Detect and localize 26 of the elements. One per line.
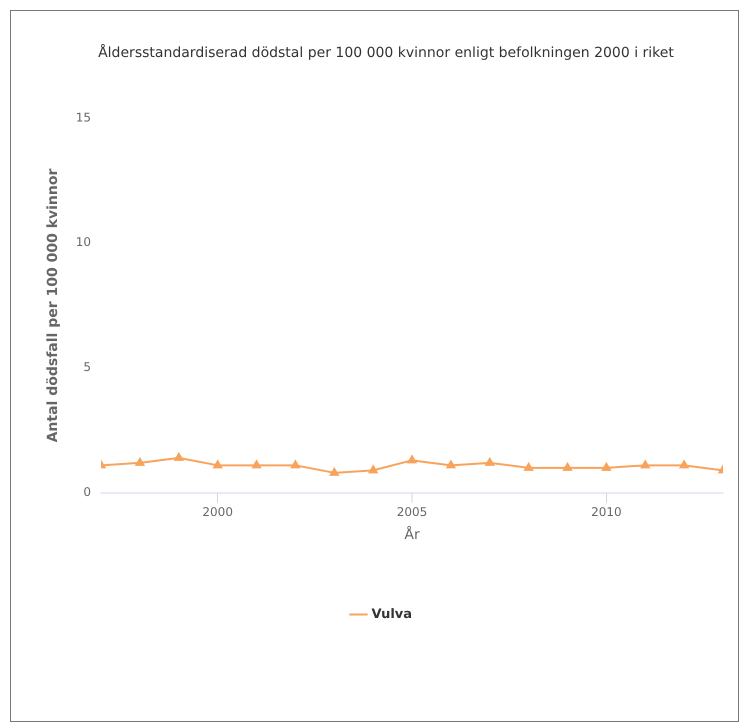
point xyxy=(252,460,262,468)
point xyxy=(485,458,494,466)
point xyxy=(640,460,650,468)
legend-label: Vulva xyxy=(371,606,412,622)
point xyxy=(563,462,572,471)
point xyxy=(368,465,378,474)
y-tick-label: 15 xyxy=(76,110,92,124)
y-tick-label: 5 xyxy=(83,360,92,374)
point xyxy=(213,460,222,468)
point xyxy=(330,468,339,476)
point xyxy=(290,460,300,468)
point xyxy=(446,460,456,468)
x-axis-title: År xyxy=(404,526,420,544)
chart-title: Åldersstandardiserad dödstal per 100 000 kvinnor enligt befolkningen 2000 i riket xyxy=(97,43,675,63)
x-tick-label: 2010 xyxy=(591,505,622,520)
point xyxy=(602,462,611,471)
y-axis-title: Antal dödsfall per 100 000 kvinnor xyxy=(45,168,62,442)
x-tick-label: 2005 xyxy=(396,505,428,520)
x-tick-label: 2000 xyxy=(202,505,233,520)
y-tick-label: 10 xyxy=(76,235,92,250)
point xyxy=(174,452,184,461)
point xyxy=(680,460,689,468)
point xyxy=(135,458,144,466)
y-tick-label: 0 xyxy=(83,484,92,499)
point xyxy=(408,455,416,464)
point xyxy=(524,462,534,471)
